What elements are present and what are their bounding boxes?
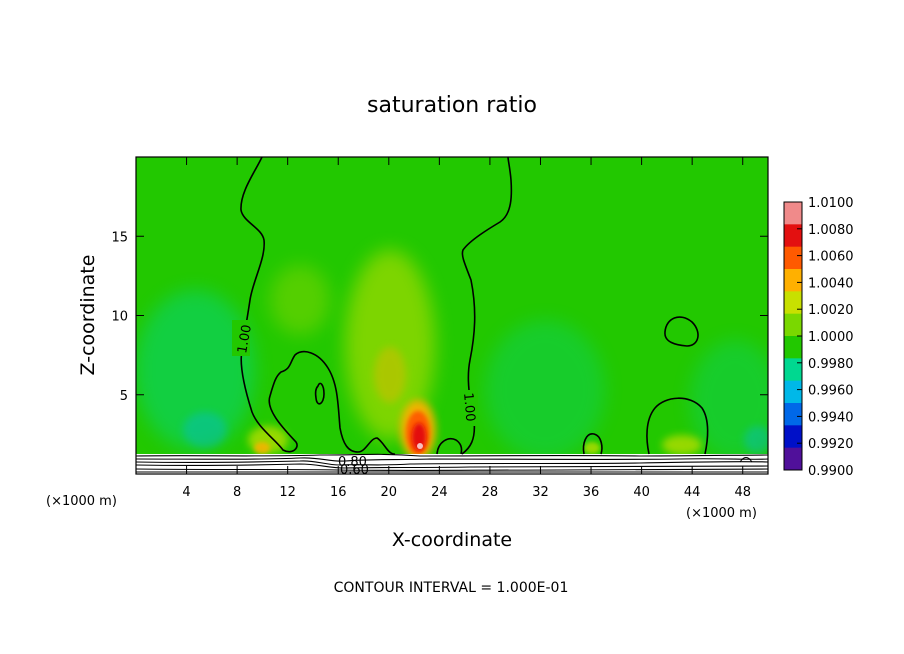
contour-label-2: 1.00 bbox=[460, 392, 477, 422]
x-tick-label: 12 bbox=[279, 485, 296, 500]
blob-cyan-left-2 bbox=[183, 412, 227, 448]
x-tick-label: 8 bbox=[233, 485, 241, 500]
x-tick-label: 20 bbox=[381, 485, 398, 500]
colorbar-swatch bbox=[784, 336, 802, 359]
colorbar-swatch bbox=[784, 358, 802, 382]
surface-contour-2 bbox=[136, 457, 768, 462]
blob-yellow-right bbox=[662, 435, 702, 455]
contour-loop-upper-right bbox=[664, 316, 699, 347]
x-unit-right: (×1000 m) bbox=[686, 506, 757, 521]
colorbar-label: 1.0060 bbox=[808, 250, 854, 265]
surface-contour-3 bbox=[136, 460, 768, 466]
surface-contour-bump bbox=[739, 456, 753, 463]
x-tick-label: 48 bbox=[734, 485, 751, 500]
colorbar: 1.0100 1.0080 1.0060 1.0040 1.0020 1.0000 0.99… bbox=[783, 196, 854, 479]
x-tick-label: 36 bbox=[583, 485, 600, 500]
y-tick-label: 10 bbox=[111, 310, 128, 325]
colorbar-swatch bbox=[784, 380, 802, 404]
blob-cyan-mid bbox=[485, 320, 605, 460]
x-tick-label: 40 bbox=[633, 485, 650, 500]
y-tick-label: 5 bbox=[120, 389, 128, 404]
x-unit-left: (×1000 m) bbox=[46, 494, 117, 509]
colorbar-label: 0.9940 bbox=[808, 410, 854, 425]
x-tick-label: 28 bbox=[482, 485, 499, 500]
blob-yellowgreen-center bbox=[345, 250, 435, 440]
blob-cyan-left bbox=[136, 290, 255, 450]
field-shading bbox=[136, 250, 768, 460]
x-tick-label: 44 bbox=[684, 485, 701, 500]
surface-contour-5 bbox=[136, 468, 768, 471]
y-tick-label: 15 bbox=[111, 230, 128, 245]
surface-contour-4 bbox=[136, 463, 768, 469]
contour-label-group: 1.00 1.00 0.80 0.60 bbox=[232, 320, 478, 478]
contour-interval-note: CONTOUR INTERVAL = 1.000E-01 bbox=[334, 580, 569, 596]
colorbar-swatch bbox=[784, 447, 802, 471]
colorbar-swatch bbox=[784, 425, 802, 449]
contour-label-4: 0.60 bbox=[340, 463, 369, 478]
blob-cyan-right-2 bbox=[744, 426, 768, 454]
colorbar-swatch bbox=[784, 269, 802, 292]
x-tick-label: 4 bbox=[182, 485, 190, 500]
blob-pink-core bbox=[417, 443, 423, 449]
colorbar-swatch bbox=[784, 202, 802, 225]
contour-loop-mid bbox=[436, 438, 463, 455]
plot-area bbox=[136, 157, 768, 474]
colorbar-label: 0.9980 bbox=[808, 357, 854, 372]
colorbar-label: 1.0000 bbox=[808, 330, 854, 345]
blob-yellow-small bbox=[584, 442, 600, 454]
colorbar-label: 1.0080 bbox=[808, 223, 854, 238]
contour-label-bg-2 bbox=[460, 390, 478, 426]
colorbar-label: 0.9960 bbox=[808, 384, 854, 399]
surface-contours bbox=[136, 453, 768, 473]
colorbar-label: 0.9900 bbox=[808, 464, 854, 479]
colorbar-label: 1.0020 bbox=[808, 303, 854, 318]
contour-label-bg-1 bbox=[232, 320, 250, 356]
contour-loop-left bbox=[314, 382, 325, 405]
blob-yellow-left bbox=[254, 442, 270, 454]
colorbar-swatch bbox=[784, 291, 802, 315]
colorbar-swatch bbox=[784, 224, 802, 248]
y-axis-ticks: 5 10 15 bbox=[111, 230, 768, 404]
contour-loop-small bbox=[582, 433, 603, 455]
x-tick-label: 24 bbox=[431, 485, 448, 500]
contour-label-1: 1.00 bbox=[235, 324, 255, 355]
colorbar-swatch bbox=[784, 246, 802, 270]
x-tick-label: 32 bbox=[532, 485, 549, 500]
blob-yellowgreen-upper bbox=[270, 265, 330, 335]
chart-title: saturation ratio bbox=[367, 93, 537, 118]
contour-loop-right bbox=[646, 397, 709, 455]
contour-label-3: 0.80 bbox=[338, 455, 367, 470]
colorbar-swatch bbox=[784, 403, 802, 426]
colorbar-swatch bbox=[784, 313, 802, 337]
blob-red-core bbox=[412, 423, 426, 451]
colorbar-label: 1.0040 bbox=[808, 276, 854, 291]
x-tick-label: 16 bbox=[330, 485, 347, 500]
colorbar-label: 0.9920 bbox=[808, 437, 854, 452]
colorbar-label: 1.0100 bbox=[808, 196, 854, 211]
y-axis-label: Z-coordinate bbox=[77, 255, 99, 376]
x-axis-label: X-coordinate bbox=[392, 529, 512, 551]
x-axis-ticks: 4 8 12 16 20 24 28 32 36 40 44 48 bbox=[182, 157, 751, 500]
blob-yellow-center bbox=[374, 347, 406, 403]
surface-contour-1 bbox=[136, 453, 768, 457]
